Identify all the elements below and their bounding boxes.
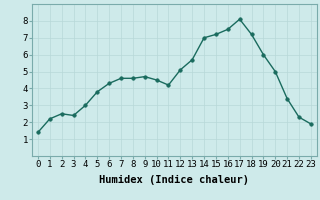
X-axis label: Humidex (Indice chaleur): Humidex (Indice chaleur) [100,175,249,185]
